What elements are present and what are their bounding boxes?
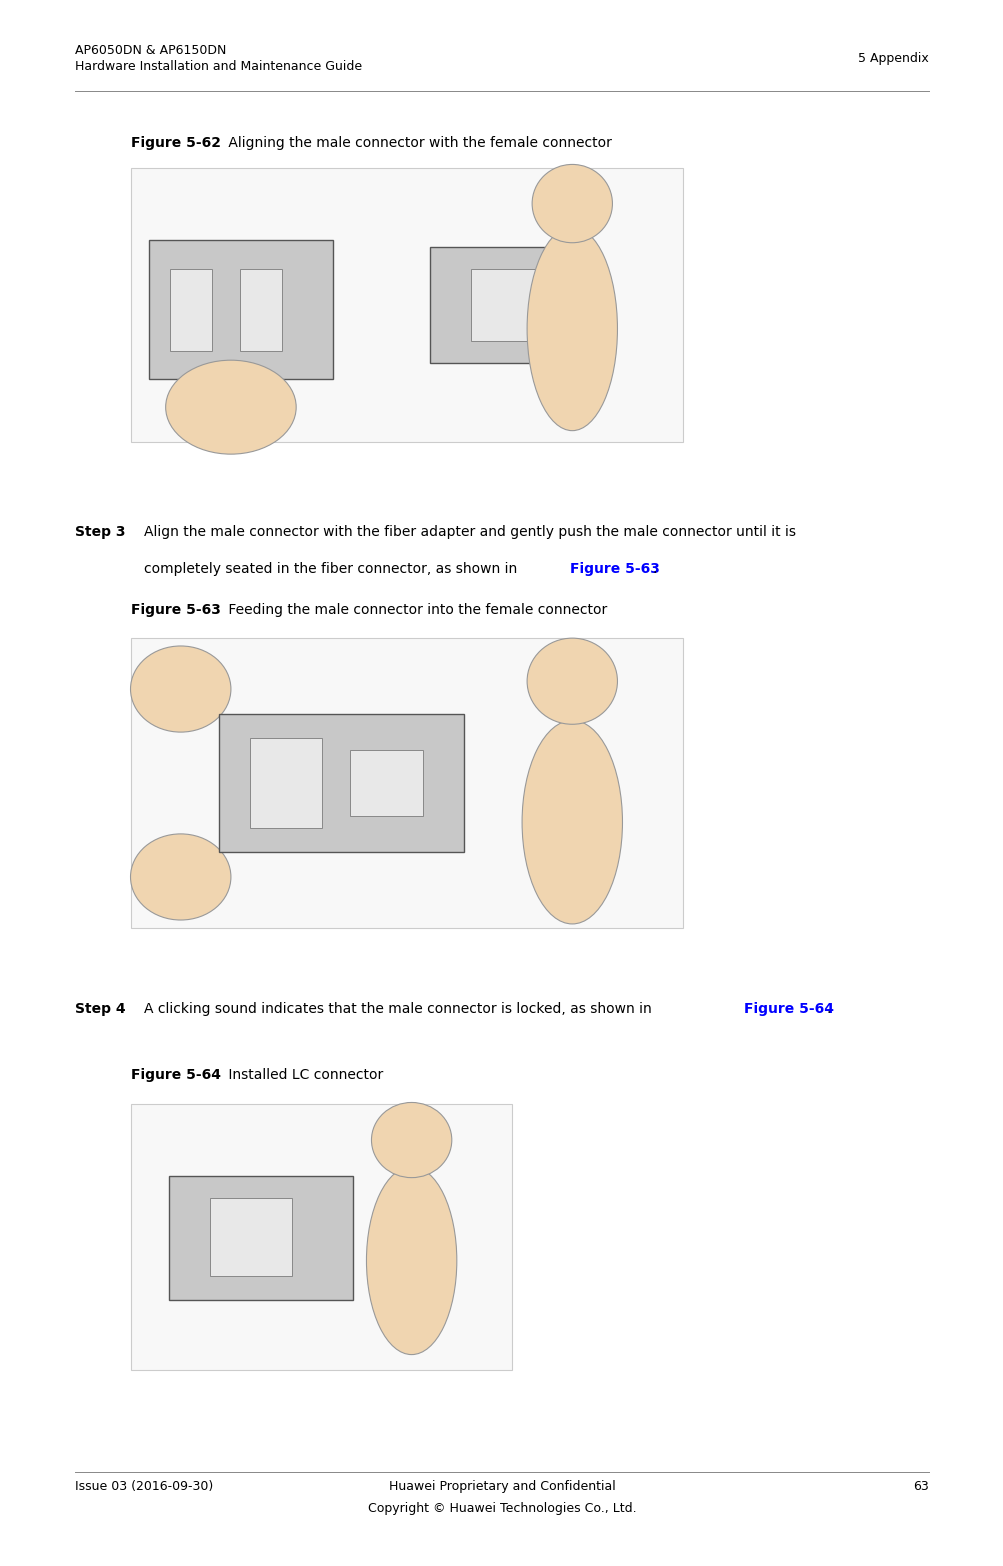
FancyBboxPatch shape: [170, 269, 212, 351]
Text: A clicking sound indicates that the male connector is locked, as shown in: A clicking sound indicates that the male…: [143, 1002, 655, 1016]
FancyBboxPatch shape: [350, 750, 422, 816]
FancyBboxPatch shape: [169, 1176, 353, 1300]
Text: Figure 5-63: Figure 5-63: [130, 603, 221, 617]
Text: Figure 5-62: Figure 5-62: [130, 136, 221, 150]
Text: Hardware Installation and Maintenance Guide: Hardware Installation and Maintenance Gu…: [75, 60, 362, 72]
Text: AP6050DN & AP6150DN: AP6050DN & AP6150DN: [75, 44, 227, 56]
Text: Figure 5-64: Figure 5-64: [130, 1068, 221, 1082]
Text: 63: 63: [912, 1480, 928, 1492]
Ellipse shape: [366, 1167, 456, 1355]
Text: Step 3: Step 3: [75, 525, 125, 539]
FancyBboxPatch shape: [130, 1104, 512, 1370]
Text: Copyright © Huawei Technologies Co., Ltd.: Copyright © Huawei Technologies Co., Ltd…: [367, 1502, 636, 1514]
Text: 5 Appendix: 5 Appendix: [858, 52, 928, 64]
Text: .: .: [652, 562, 656, 576]
FancyBboxPatch shape: [240, 269, 282, 351]
Ellipse shape: [371, 1102, 451, 1178]
Ellipse shape: [130, 833, 231, 921]
Ellipse shape: [165, 360, 296, 454]
Text: Feeding the male connector into the female connector: Feeding the male connector into the fema…: [224, 603, 607, 617]
FancyBboxPatch shape: [470, 269, 543, 341]
Ellipse shape: [527, 227, 617, 431]
Text: Issue 03 (2016-09-30): Issue 03 (2016-09-30): [75, 1480, 214, 1492]
Text: Huawei Proprietary and Confidential: Huawei Proprietary and Confidential: [388, 1480, 615, 1492]
FancyBboxPatch shape: [148, 240, 333, 379]
Text: Figure 5-64: Figure 5-64: [743, 1002, 833, 1016]
Ellipse shape: [527, 639, 617, 723]
Text: completely seated in the fiber connector, as shown in: completely seated in the fiber connector…: [143, 562, 521, 576]
FancyBboxPatch shape: [250, 738, 322, 828]
Text: Align the male connector with the fiber adapter and gently push the male connect: Align the male connector with the fiber …: [143, 525, 794, 539]
Text: .: .: [825, 1002, 829, 1016]
FancyBboxPatch shape: [130, 168, 682, 442]
Ellipse shape: [532, 164, 612, 243]
Text: Step 4: Step 4: [75, 1002, 125, 1016]
FancyBboxPatch shape: [210, 1198, 292, 1276]
Ellipse shape: [522, 720, 622, 924]
FancyBboxPatch shape: [429, 247, 584, 363]
Text: Figure 5-63: Figure 5-63: [570, 562, 660, 576]
Ellipse shape: [130, 645, 231, 733]
Text: Installed LC connector: Installed LC connector: [224, 1068, 383, 1082]
FancyBboxPatch shape: [130, 639, 682, 927]
FancyBboxPatch shape: [219, 714, 463, 852]
Text: Aligning the male connector with the female connector: Aligning the male connector with the fem…: [224, 136, 611, 150]
